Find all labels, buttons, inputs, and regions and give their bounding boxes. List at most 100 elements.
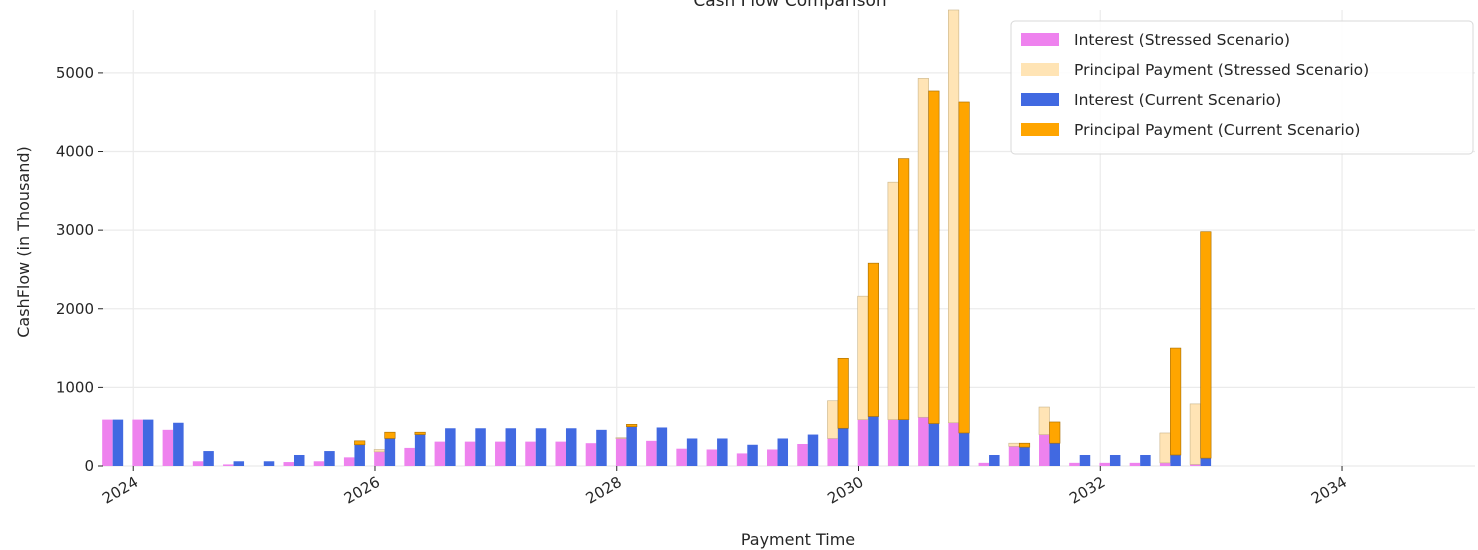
y-tick-label: 3000 [56, 221, 94, 239]
bar-interest-stressed [706, 449, 718, 466]
bar-interest-current [112, 419, 124, 466]
bar-interest-current [142, 419, 154, 466]
bar-interest-stressed [736, 453, 748, 466]
bar-interest-stressed [948, 422, 959, 466]
bar-interest-stressed [857, 419, 869, 466]
bar-principal-stressed [948, 9, 960, 424]
bar-interest-current [505, 428, 517, 466]
bar-interest-current [1170, 454, 1181, 466]
bar-interest-current [747, 444, 758, 466]
legend-label: Principal Payment (Current Scenario) [1074, 121, 1360, 139]
bar-interest-current [807, 434, 819, 466]
bar-interest-current [535, 428, 547, 466]
bar-interest-current [263, 461, 275, 466]
bar-interest-current [1049, 443, 1060, 466]
bar-interest-current [233, 461, 245, 466]
y-tick-label: 2000 [56, 300, 94, 318]
bar-interest-stressed [555, 441, 566, 466]
bar-principal-stressed [615, 437, 627, 439]
y-axis-label: CashFlow (in Thousand) [14, 146, 33, 338]
bar-interest-current [1079, 454, 1091, 466]
bar-principal-current [1049, 421, 1061, 444]
bar-interest-current [324, 451, 335, 466]
bar-principal-stressed [373, 449, 385, 453]
bar-principal-stressed [857, 295, 869, 420]
legend-label: Interest (Current Scenario) [1074, 91, 1281, 109]
chart-title: Cash Flow Comparison [693, 0, 886, 11]
bar-interest-current [777, 438, 789, 466]
x-tick-label: 2028 [583, 473, 625, 508]
bar-interest-current [1019, 447, 1030, 466]
bar-interest-stressed [132, 419, 143, 466]
x-axis-label: Payment Time [741, 530, 855, 549]
bar-interest-stressed [1069, 462, 1080, 466]
bar-interest-current [445, 428, 456, 466]
bar-interest-current [656, 427, 668, 466]
bar-principal-stressed [917, 78, 929, 418]
bar-principal-stressed [887, 181, 899, 420]
x-tick-label: 2024 [99, 473, 141, 508]
bar-interest-current [203, 451, 214, 466]
legend-swatch [1021, 93, 1059, 106]
bar-interest-stressed [1190, 464, 1201, 466]
y-tick-label: 5000 [56, 64, 94, 82]
bar-interest-stressed [1008, 446, 1020, 466]
bar-interest-stressed [585, 443, 597, 466]
bar-principal-stressed [1189, 403, 1201, 465]
bar-interest-current [173, 422, 184, 466]
bar-interest-current [1140, 454, 1151, 466]
bar-principal-current [626, 424, 638, 427]
bar-interest-stressed [978, 462, 990, 466]
bar-interest-current [293, 454, 305, 466]
bar-interest-current [596, 429, 607, 466]
bar-principal-current [867, 262, 879, 417]
bar-interest-stressed [374, 451, 385, 466]
bar-interest-stressed [1159, 462, 1171, 466]
bar-interest-current [686, 438, 698, 466]
legend-swatch [1021, 33, 1059, 46]
bar-interest-current [1200, 458, 1212, 466]
x-tick-label: 2034 [1308, 473, 1350, 508]
bar-interest-stressed [615, 438, 627, 466]
bars [102, 9, 1212, 466]
bar-interest-stressed [797, 443, 808, 466]
bar-interest-current [898, 419, 909, 466]
bar-interest-current [475, 428, 486, 466]
bar-interest-stressed [434, 441, 446, 466]
bar-principal-current [928, 90, 940, 424]
bar-principal-current [898, 158, 910, 420]
bar-principal-current [354, 440, 366, 446]
y-tick-label: 0 [84, 457, 94, 475]
bar-interest-stressed [1038, 434, 1050, 466]
bar-interest-stressed [1129, 462, 1141, 466]
bar-interest-current [928, 423, 940, 466]
bar-principal-stressed [1038, 406, 1050, 435]
bar-interest-stressed [162, 429, 174, 466]
bar-principal-current [1018, 442, 1031, 448]
bar-interest-current [626, 426, 637, 466]
legend-label: Principal Payment (Stressed Scenario) [1074, 61, 1369, 79]
x-tick-label: 2030 [824, 473, 866, 508]
bar-interest-stressed [464, 441, 476, 466]
bar-interest-stressed [404, 447, 415, 466]
bar-principal-current [958, 101, 970, 434]
bar-principal-stressed [1008, 442, 1020, 447]
bar-interest-current [1109, 454, 1121, 466]
bar-interest-current [868, 416, 879, 466]
bar-interest-current [414, 434, 426, 466]
bar-interest-current [989, 454, 1000, 466]
bar-interest-current [384, 438, 396, 466]
y-tick-label: 1000 [56, 378, 94, 396]
bar-principal-current [384, 431, 396, 439]
bar-interest-current [354, 444, 365, 466]
bar-interest-stressed [767, 449, 778, 466]
bar-interest-stressed [676, 448, 687, 466]
bar-interest-stressed [192, 461, 204, 466]
bar-interest-current [837, 428, 849, 466]
bar-principal-current [837, 357, 849, 429]
bar-principal-current [414, 431, 426, 435]
legend-swatch [1021, 123, 1059, 136]
bar-interest-stressed [1099, 462, 1110, 466]
x-tick-label: 2026 [341, 473, 383, 508]
